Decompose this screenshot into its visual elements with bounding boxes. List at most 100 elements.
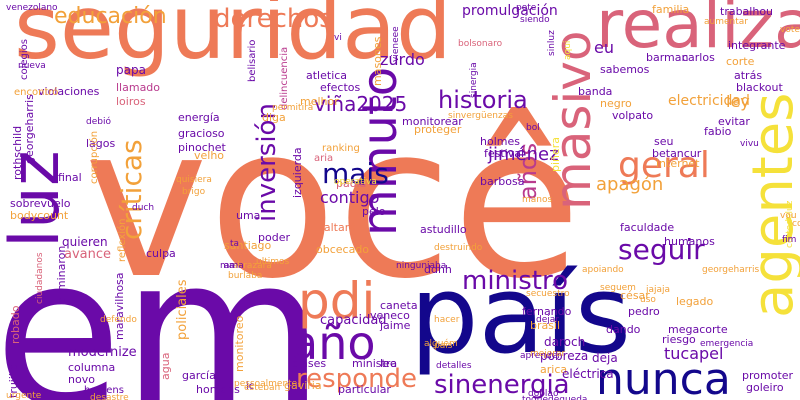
word: uso xyxy=(640,295,656,305)
word: melhor xyxy=(300,95,339,108)
word: garcía xyxy=(182,369,216,382)
word: proteger xyxy=(414,123,462,136)
word: corte xyxy=(726,55,755,68)
word: contigo xyxy=(320,188,380,207)
word: masones xyxy=(371,36,384,86)
word: papa xyxy=(116,63,146,77)
word: hacer xyxy=(434,315,460,325)
word: ciudadanos xyxy=(35,252,45,304)
word: familia xyxy=(652,3,690,16)
word: culpa xyxy=(146,247,176,260)
word: aprender xyxy=(520,351,561,361)
word: sabemos xyxy=(600,63,650,76)
word: evitar xyxy=(718,115,750,128)
word: internet xyxy=(656,157,700,170)
word: aria xyxy=(314,153,334,164)
word: megacorte xyxy=(668,323,728,336)
word: ddhh xyxy=(424,263,452,276)
word: integrante xyxy=(728,39,786,52)
word: columna xyxy=(68,361,116,374)
word: vou xyxy=(780,211,797,221)
word: ultimos xyxy=(256,257,290,267)
word: betancur xyxy=(652,147,702,160)
word: ministra xyxy=(352,357,398,370)
word: nunca xyxy=(596,354,731,400)
word: colegios xyxy=(19,38,30,80)
word: astudillo xyxy=(420,223,467,236)
word: doblao xyxy=(528,389,559,399)
word: jiménez xyxy=(488,144,559,165)
word: fim xyxy=(782,235,797,245)
word: zurdo xyxy=(380,50,425,69)
word: defendo xyxy=(100,315,137,325)
word: veneco xyxy=(370,309,410,322)
word: atletica xyxy=(306,69,348,82)
word: sinvergüenzas xyxy=(448,111,513,121)
word: quisiera xyxy=(176,175,212,185)
word: alguém xyxy=(424,339,458,349)
word: eléctrica xyxy=(562,367,614,381)
word: eliminaron xyxy=(55,245,68,304)
word: poder xyxy=(258,231,290,244)
word: ama xyxy=(224,261,244,271)
word: año xyxy=(290,316,376,370)
word: geral xyxy=(618,145,710,186)
word: barbosa xyxy=(480,175,525,188)
word: apoiando xyxy=(582,265,624,275)
word: siendo xyxy=(520,15,550,25)
word: permitirá xyxy=(272,103,314,113)
word: bodycount xyxy=(10,209,69,222)
word: promulgación xyxy=(462,3,558,19)
word: obcecado xyxy=(316,243,370,256)
word: capacidad xyxy=(320,313,387,328)
word: ninguniaba xyxy=(396,261,447,271)
word: desastre xyxy=(90,393,129,400)
word: educación xyxy=(54,4,167,29)
word: ley xyxy=(726,92,750,111)
word: faculdade xyxy=(620,221,675,234)
word: tucapel xyxy=(664,344,724,363)
word: violaciones xyxy=(38,85,100,98)
word: georgeharris xyxy=(702,265,760,275)
word: mais xyxy=(322,157,389,190)
word: brigo xyxy=(182,187,206,197)
word: santiago xyxy=(224,239,272,252)
word: derechos xyxy=(214,4,333,34)
word: lee xyxy=(380,357,397,370)
word: diga xyxy=(262,111,286,124)
word: burlaba xyxy=(228,271,263,281)
word: vivu xyxy=(740,139,759,149)
word: operativa xyxy=(334,177,377,187)
word: pelo xyxy=(362,205,386,218)
word: barman xyxy=(646,51,689,64)
word: fernando xyxy=(522,305,572,318)
word: gaviria xyxy=(284,379,322,392)
word: humanos xyxy=(664,235,715,248)
word: historia xyxy=(438,86,528,114)
word: dando xyxy=(606,323,641,336)
word: blackout xyxy=(736,81,783,94)
word: final xyxy=(58,171,82,184)
word: vi xyxy=(334,33,342,43)
word: electricidad xyxy=(668,93,750,109)
word: corrupción xyxy=(89,130,100,184)
word: contrauo xyxy=(792,219,800,229)
word: eu xyxy=(594,38,614,57)
word: banda xyxy=(578,85,613,98)
word: brasil xyxy=(530,319,561,332)
word: encontró xyxy=(14,87,59,98)
word: emergencia xyxy=(700,339,754,349)
word: seguem xyxy=(600,283,636,293)
word: país xyxy=(410,253,632,378)
word: goleiro xyxy=(746,381,784,394)
word: viña2025 xyxy=(314,92,408,116)
word: jajaja xyxy=(646,285,671,295)
word: urgente xyxy=(6,391,42,400)
word: pote xyxy=(516,3,537,13)
word: homens xyxy=(196,383,240,396)
word: masivo xyxy=(544,30,602,210)
word: policiales xyxy=(175,279,190,340)
word: aqui xyxy=(563,40,573,60)
word: pessoalmente xyxy=(234,379,298,389)
